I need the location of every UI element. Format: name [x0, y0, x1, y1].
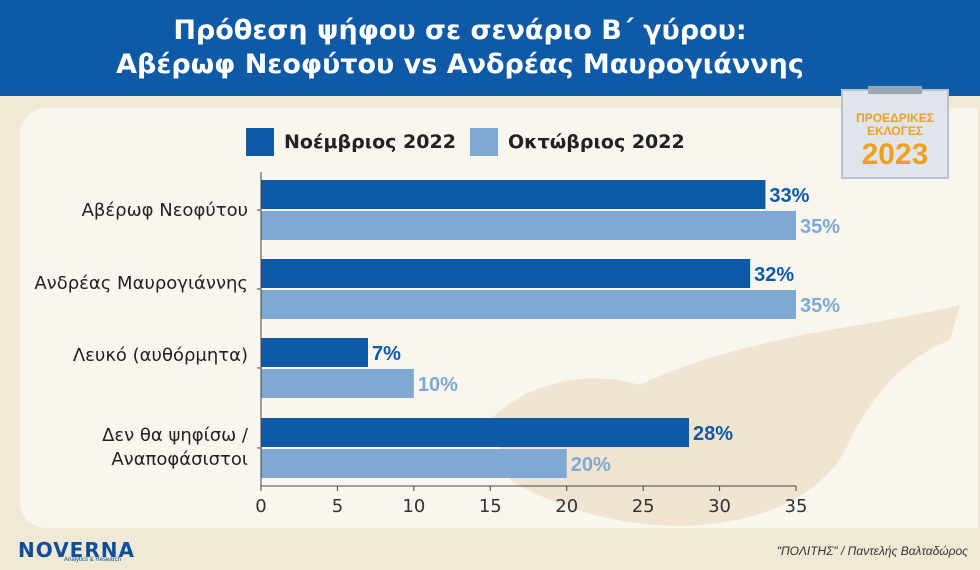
category-label-1: Αβέρωφ Νεοφύτου	[82, 199, 248, 223]
legend-swatch-october	[470, 128, 498, 156]
data-label-october-3: 10%	[418, 374, 458, 396]
title-line-1: Πρόθεση ψήφου σε σενάριο Β΄ γύρου:	[173, 15, 747, 46]
data-label-october-4: 20%	[571, 454, 611, 476]
x-tick-label-35: 35	[785, 496, 808, 517]
badge-text: ΠΡΟΕΔΡΙΚΕΣ ΕΚΛΟΓΕΣ	[838, 112, 952, 138]
x-tick-label-5: 5	[332, 496, 343, 517]
title-line-2: Αβέρωφ Νεοφύτου vs Ανδρέας Μαυρογιάννης	[116, 49, 804, 80]
data-label-november-1: 33%	[769, 185, 809, 207]
category-label-3: Λευκό (αυθόρμητα)	[73, 344, 248, 368]
bar-november-1	[261, 180, 766, 209]
category-label-4: Δεν θα ψηφίσω / Αναποφάσιστοι	[102, 424, 248, 472]
badge-line-2: ΕΚΛΟΓΕΣ	[866, 124, 924, 138]
legend-label-october: Οκτώβριος 2022	[508, 131, 685, 153]
noverna-tagline: Analytics & Research	[64, 557, 122, 563]
x-tick-label-25: 25	[632, 496, 655, 517]
bar-november-3	[261, 338, 368, 367]
category-label-2-line-1: Ανδρέας Μαυρογιάννης	[34, 273, 248, 294]
data-label-november-2: 32%	[754, 264, 794, 286]
bar-october-3	[261, 369, 414, 398]
bar-october-4	[261, 449, 567, 478]
source-credit: "ΠΟΛΙΤΗΣ" / Παντελής Βαλταδώρος	[776, 544, 968, 558]
category-label-4-line-2: Αναποφάσιστοι	[111, 449, 248, 470]
badge-line-1: ΠΡΟΕΔΡΙΚΕΣ	[856, 111, 934, 125]
x-tick-label-0: 0	[255, 496, 266, 517]
data-label-november-4: 28%	[693, 423, 733, 445]
bar-november-2	[261, 259, 751, 288]
bar-october-2	[261, 290, 796, 319]
ballot-box-icon	[841, 86, 949, 179]
category-label-4-line-1: Δεν θα ψηφίσω /	[102, 425, 248, 446]
header-banner: Πρόθεση ψήφου σε σενάριο Β΄ γύρου: Αβέρω…	[0, 0, 980, 96]
chart-title: Πρόθεση ψήφου σε σενάριο Β΄ γύρου: Αβέρω…	[20, 14, 900, 82]
category-label-2: Ανδρέας Μαυρογιάννης	[34, 272, 248, 296]
legend-item-november: Νοέμβριος 2022	[246, 128, 456, 156]
data-label-november-3: 7%	[372, 343, 401, 365]
data-label-october-2: 35%	[800, 295, 840, 317]
x-tick-label-20: 20	[555, 496, 578, 517]
category-label-3-line-1: Λευκό (αυθόρμητα)	[72, 345, 248, 366]
map-watermark	[490, 305, 960, 526]
legend-item-october: Οκτώβριος 2022	[470, 128, 685, 156]
x-tick-label-15: 15	[479, 496, 502, 517]
bar-november-4	[261, 418, 689, 447]
data-label-october-1: 35%	[800, 216, 840, 238]
x-tick-label-10: 10	[402, 496, 425, 517]
legend-label-november: Νοέμβριος 2022	[284, 131, 456, 153]
legend-swatch-november	[246, 128, 274, 156]
x-tick-label-30: 30	[708, 496, 731, 517]
category-label-1-line-1: Αβέρωφ Νεοφύτου	[81, 200, 248, 221]
badge-year: 2023	[861, 138, 929, 171]
bar-october-1	[261, 211, 796, 240]
noverna-logo: NOVERNA	[18, 538, 135, 562]
